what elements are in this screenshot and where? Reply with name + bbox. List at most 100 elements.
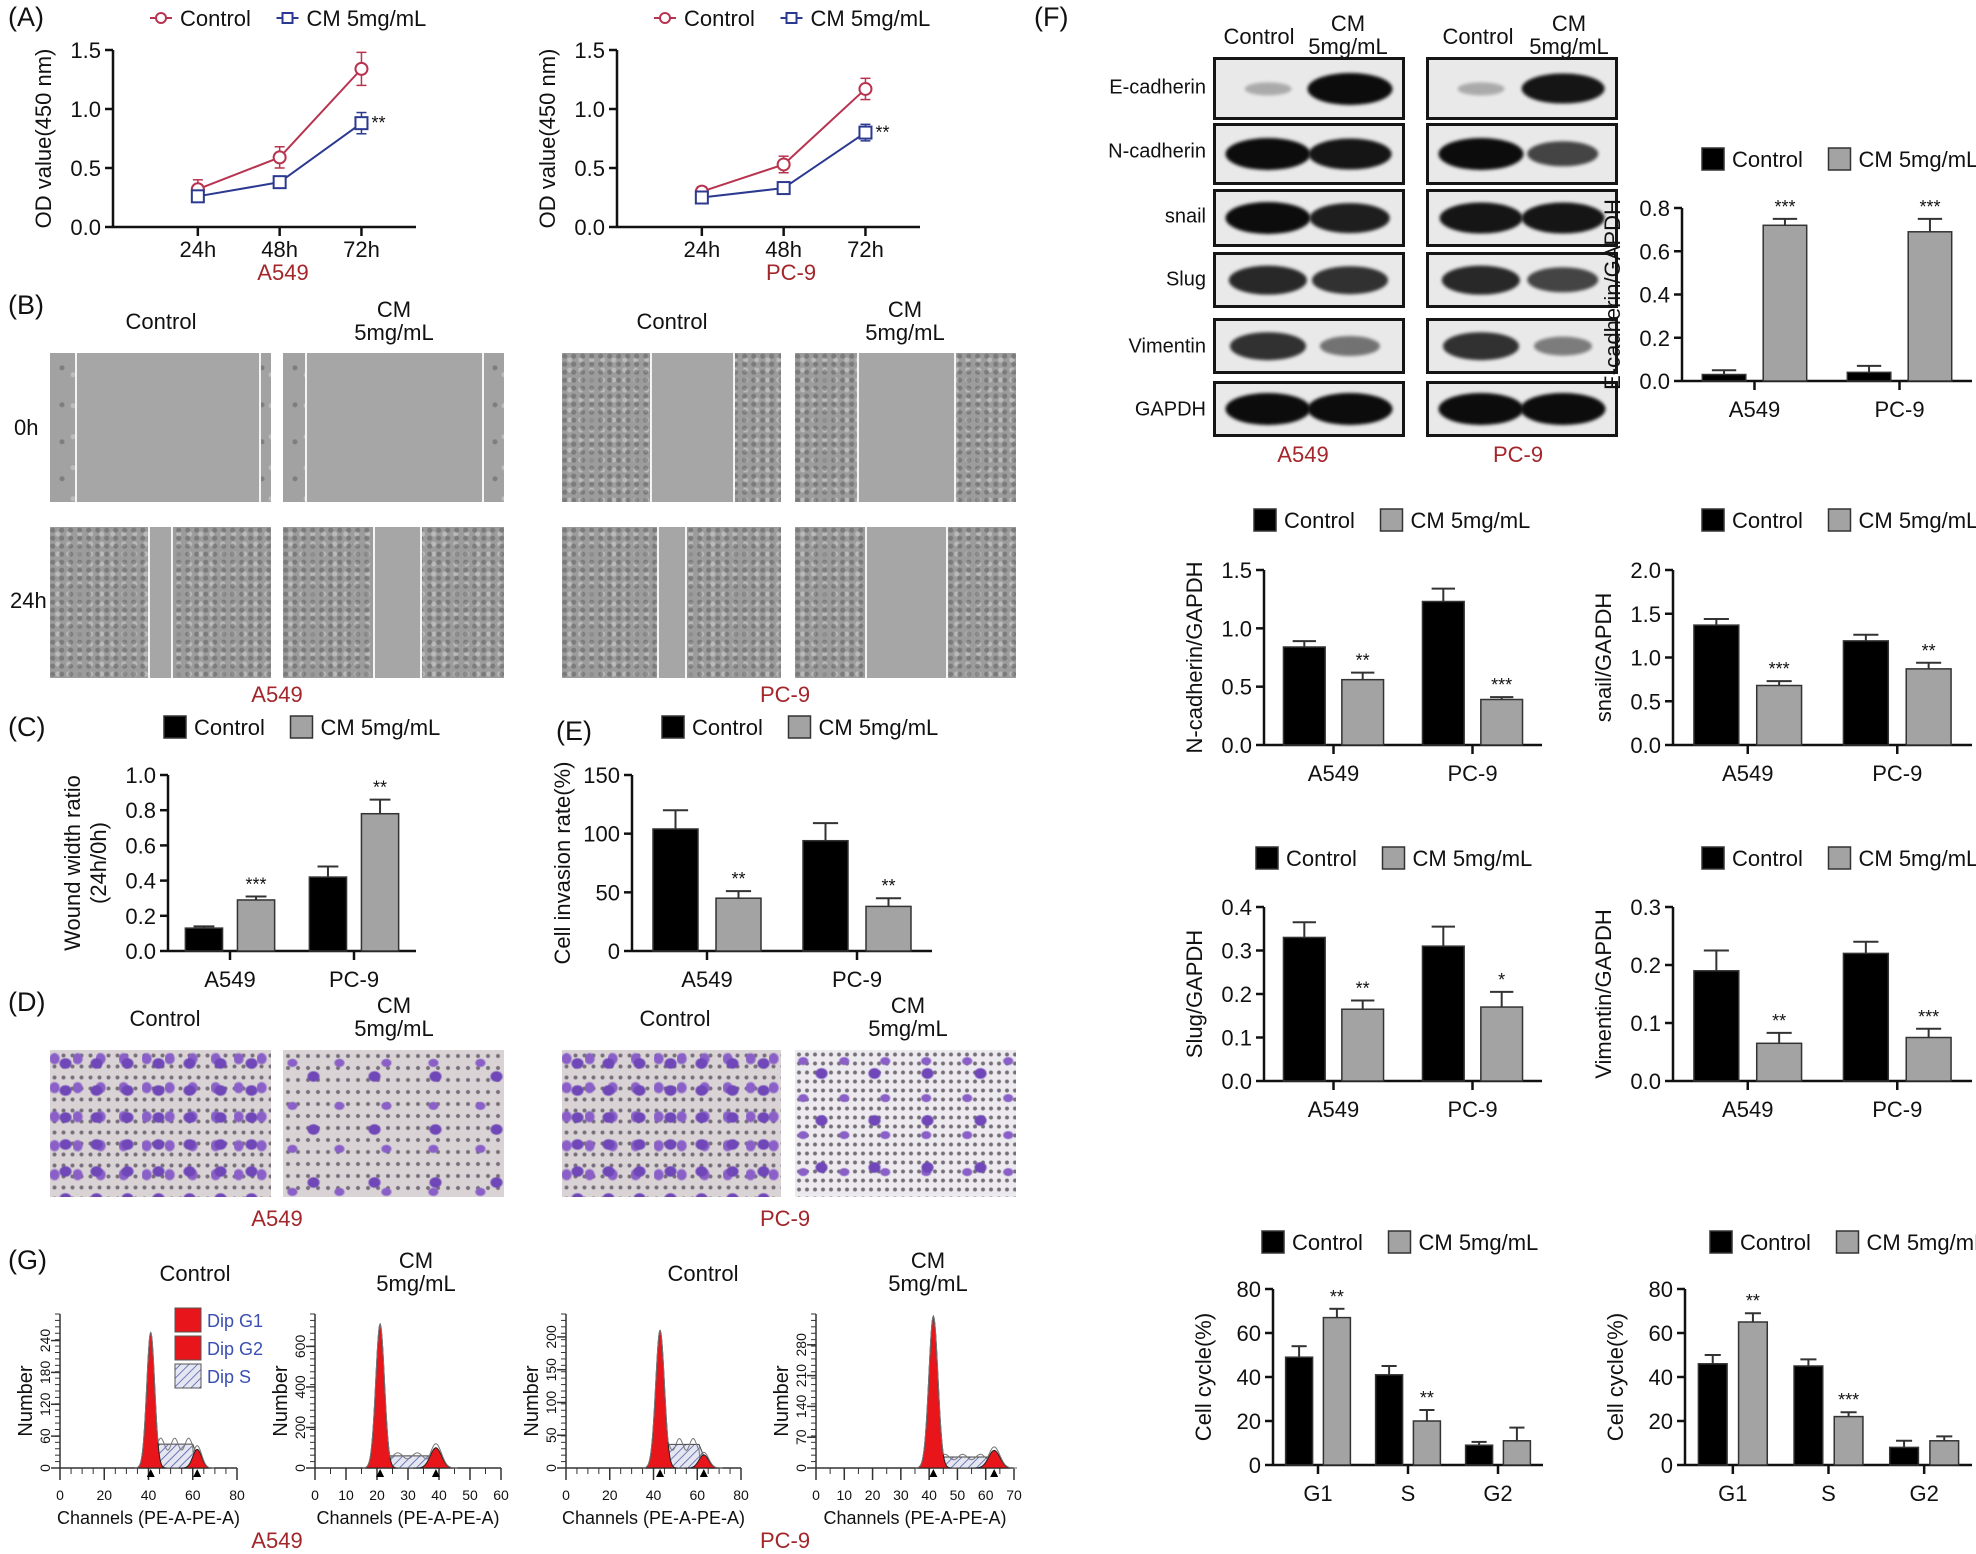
y-tick-label: 1.0 xyxy=(1630,646,1661,671)
x-tick-label: PC-9 xyxy=(1872,1097,1922,1122)
bar-cm xyxy=(237,900,274,951)
significance-label: *** xyxy=(1491,675,1512,695)
legend-label: Control xyxy=(1732,147,1803,172)
y-tick-label: 150 xyxy=(583,763,620,788)
x-tick-label: 40 xyxy=(141,1487,157,1503)
series-line-control xyxy=(198,69,362,189)
g1-peak xyxy=(363,1324,398,1468)
y-tick-label: 0 xyxy=(608,939,620,964)
y-axis-title: OD value(450 nm) xyxy=(31,49,56,229)
bar-control xyxy=(1422,602,1464,746)
legend-item-control: Control xyxy=(662,715,763,740)
bar-control xyxy=(1466,1445,1493,1465)
significance-label: *** xyxy=(1918,1007,1939,1027)
y-tick-label: 0.5 xyxy=(574,156,605,181)
y-axis-title: Cell invasion rate(%) xyxy=(550,762,575,965)
bar-control xyxy=(1694,625,1739,745)
significance-label: *** xyxy=(1769,659,1790,679)
bar-cm xyxy=(1906,1038,1951,1082)
y-tick-label: 0.5 xyxy=(1221,675,1252,700)
significance-label: ** xyxy=(1356,651,1370,671)
x-tick-label: 60 xyxy=(689,1487,705,1503)
bar-control xyxy=(1847,372,1891,381)
y-tick-label: 50 xyxy=(596,880,620,905)
data-point-cm xyxy=(274,176,286,188)
significance-label: ** xyxy=(1330,1287,1344,1307)
y-tick-label: 1.5 xyxy=(574,38,605,63)
y-axis-title: (24h/0h) xyxy=(86,822,111,904)
bar-control xyxy=(1890,1447,1919,1465)
legend-swatch-icon xyxy=(1829,148,1851,170)
data-point-cm xyxy=(355,117,367,129)
g1-peak xyxy=(915,1316,951,1468)
flow-legend-swatch-icon xyxy=(175,1336,201,1360)
y-tick-label: 0.4 xyxy=(1639,283,1670,308)
legend-item-cm: CM 5mg/mL xyxy=(291,715,441,740)
legend-swatch-icon xyxy=(1702,509,1724,531)
legend-swatch-icon xyxy=(1389,1231,1411,1253)
legend-item-control: Control xyxy=(1702,846,1803,871)
legend-item-cm: CM 5mg/mL xyxy=(1381,508,1531,533)
x-tick-label: 10 xyxy=(836,1487,852,1503)
y-tick-label: 0 xyxy=(543,1464,559,1472)
x-tick-label: 48h xyxy=(765,237,802,262)
y-tick-label: 210 xyxy=(793,1364,809,1388)
bar-cm xyxy=(1930,1441,1959,1465)
y-tick-label: 0.0 xyxy=(1639,369,1670,394)
x-tick-label: G1 xyxy=(1303,1481,1332,1506)
bar-control xyxy=(1422,946,1464,1081)
legend-item-cm: CM 5mg/mL xyxy=(277,6,427,31)
legend-item-control: Control xyxy=(164,715,265,740)
x-tick-label: 48h xyxy=(261,237,298,262)
legend-item-cm: CM 5mg/mL xyxy=(1389,1230,1539,1255)
circle-marker-icon xyxy=(156,13,166,23)
y-tick-label: 0.1 xyxy=(1221,1026,1252,1051)
x-tick-label: 40 xyxy=(921,1487,937,1503)
x-tick-label: PC-9 xyxy=(1447,1097,1497,1122)
x-tick-label: 20 xyxy=(602,1487,618,1503)
bar-control xyxy=(185,928,222,951)
series-line-control xyxy=(702,89,866,192)
bar-control xyxy=(1843,953,1888,1081)
y-tick-label: 0.3 xyxy=(1630,895,1661,920)
bar-cm xyxy=(1323,1318,1350,1465)
x-tick-label: 10 xyxy=(338,1487,354,1503)
y-tick-label: 0.5 xyxy=(1630,689,1661,714)
y-tick-label: 0.3 xyxy=(1221,939,1252,964)
y-tick-label: 0.2 xyxy=(1221,982,1252,1007)
flow-legend-swatch-icon xyxy=(175,1364,201,1388)
significance-label: ** xyxy=(1746,1291,1760,1311)
significance-label: *** xyxy=(246,874,267,894)
x-axis-title: Channels (PE-A-PE-A) xyxy=(57,1508,240,1528)
flow-legend-label: Dip G1 xyxy=(207,1311,263,1331)
legend-swatch-icon xyxy=(1256,847,1278,869)
peak-marker-icon xyxy=(193,1469,201,1477)
y-tick-label: 100 xyxy=(543,1391,559,1415)
legend-label: Control xyxy=(1292,1230,1363,1255)
legend-label: CM 5mg/mL xyxy=(1859,147,1976,172)
y-tick-label: 0.5 xyxy=(70,156,101,181)
legend-label: Control xyxy=(1740,1230,1811,1255)
data-point-control xyxy=(778,158,790,170)
y-tick-label: 50 xyxy=(543,1427,559,1443)
y-tick-label: 0.8 xyxy=(1639,196,1670,221)
y-tick-label: 60 xyxy=(1237,1321,1261,1346)
legend-item-cm: CM 5mg/mL xyxy=(781,6,931,31)
y-tick-label: 1.0 xyxy=(70,97,101,122)
legend-swatch-icon xyxy=(1702,148,1724,170)
x-tick-label: A549 xyxy=(681,967,732,992)
x-tick-label: 60 xyxy=(978,1487,994,1503)
peak-marker-icon xyxy=(990,1469,998,1477)
y-tick-label: 0.0 xyxy=(125,939,156,964)
significance-label: *** xyxy=(1838,1390,1859,1410)
x-tick-label: 30 xyxy=(893,1487,909,1503)
bar-control xyxy=(1694,971,1739,1081)
y-tick-label: 80 xyxy=(1237,1277,1261,1302)
bar-control xyxy=(309,877,346,951)
legend-swatch-icon xyxy=(1829,847,1851,869)
legend-swatch-icon xyxy=(662,716,684,738)
y-axis-title: Cell cycle(%) xyxy=(1191,1313,1216,1441)
bar-cm xyxy=(1906,669,1951,745)
